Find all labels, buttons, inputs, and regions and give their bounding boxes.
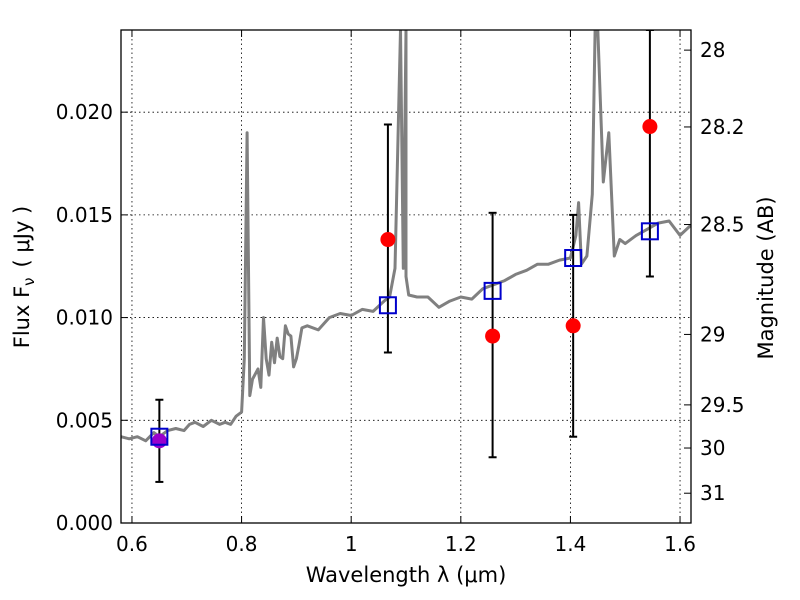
spectrum-layer (121, 30, 691, 443)
y-tick-label: 0.020 (56, 100, 113, 124)
model-square (378, 296, 397, 315)
observed-point (151, 433, 167, 449)
model-square (150, 427, 169, 446)
y-tick-label: 0.005 (56, 408, 113, 432)
y-tick-label: 0.000 (56, 511, 113, 535)
y2-tick-label: 29.5 (700, 393, 745, 417)
x-tick-label: 1.2 (445, 532, 477, 556)
y2-tick-label: 30 (700, 436, 725, 460)
model-square (564, 249, 583, 268)
y-axis-label-main: Flux F (10, 286, 34, 348)
y2-tick-label: 28.5 (700, 213, 745, 237)
x-axis-label: Wavelength λ (μm) (306, 563, 507, 587)
y2-tick-label: 31 (700, 481, 725, 505)
y2-tick-label: 28 (700, 38, 725, 62)
observed-point (380, 232, 396, 248)
x-tick-label: 0.6 (116, 532, 148, 556)
x-tick-label: 0.8 (226, 532, 258, 556)
y-axis-label-unit: ( μJy ) (10, 206, 34, 268)
marker-layer (150, 119, 659, 449)
x-tick-label: 1.4 (555, 532, 587, 556)
y-tick-label: 0.015 (56, 203, 113, 227)
y2-axis-label: Magnitude (AB) (754, 196, 778, 359)
y-axis-label-subscript: ν (20, 277, 38, 285)
x-tick-label: 1.6 (664, 532, 696, 556)
y-tick-label: 0.010 (56, 306, 113, 330)
y-axis-label: Flux Fν ( μJy ) (10, 206, 38, 349)
y2-tick-label: 28.2 (700, 115, 745, 139)
model-square (483, 281, 502, 300)
observed-point (565, 318, 581, 334)
spectrum-line (121, 30, 691, 443)
observed-point (485, 328, 501, 344)
y2-tick-label: 29 (700, 322, 725, 346)
x-tick-label: 1 (345, 532, 358, 556)
model-square (640, 222, 659, 241)
plot-frame (120, 29, 692, 524)
tick-layer: 0.6 0.8 1 1.2 1.4 1.6 0.000 0.005 0.010 0.015 0.02… (56, 30, 745, 556)
observed-point (642, 119, 658, 135)
